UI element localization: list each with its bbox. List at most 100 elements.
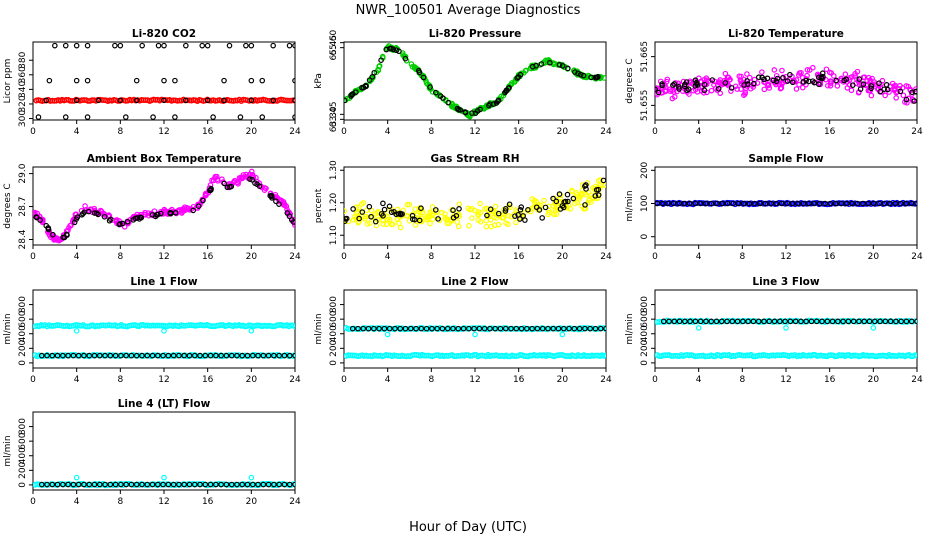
data-point <box>560 325 567 332</box>
data-point <box>38 352 45 359</box>
data-point <box>771 67 778 73</box>
x-tick-label: 4 <box>74 127 80 137</box>
data-point <box>477 218 484 225</box>
data-point <box>199 42 206 49</box>
data-point <box>112 42 118 49</box>
data-point <box>551 211 557 218</box>
chart-li820temp: Li-820 Temperature degrees C 0 4 8 12 16 20 24 51… <box>625 28 923 137</box>
data-point <box>477 200 483 207</box>
data-point <box>450 325 456 332</box>
data-point <box>248 328 255 334</box>
data-point <box>136 216 143 222</box>
data-point <box>693 80 700 87</box>
data-point <box>259 114 266 120</box>
data-point <box>912 88 917 95</box>
data-point <box>730 200 736 207</box>
data-point <box>541 197 547 204</box>
data-point <box>550 195 556 202</box>
data-point <box>881 200 888 207</box>
data-point <box>655 89 662 96</box>
data-point <box>413 325 419 332</box>
data-point <box>133 97 140 104</box>
x-tick-label: 20 <box>246 127 258 137</box>
data-point <box>112 481 119 488</box>
data-point <box>344 97 348 104</box>
x-tick-label: 12 <box>469 127 480 137</box>
y-tick-label: 200 <box>329 339 339 356</box>
data-point <box>155 352 161 359</box>
y-tick-label: 200 <box>640 161 650 178</box>
y-tick-label: 800 <box>18 296 28 313</box>
data-point <box>825 82 831 89</box>
data-point <box>835 318 841 325</box>
data-point <box>183 42 189 49</box>
data-point <box>54 481 61 488</box>
data-point <box>165 481 172 488</box>
data-point <box>843 200 850 207</box>
data-point <box>597 325 604 332</box>
data-point <box>271 352 277 359</box>
data-point <box>360 325 367 332</box>
data-point <box>367 220 373 226</box>
data-point <box>259 77 266 84</box>
data-point <box>91 210 98 216</box>
x-tick-label: 8 <box>117 497 123 507</box>
data-point <box>247 176 253 182</box>
data-point <box>761 318 767 325</box>
data-point <box>49 481 56 488</box>
data-point <box>433 89 439 96</box>
data-point <box>456 206 462 212</box>
data-point <box>116 218 122 224</box>
y-tick-label: 65.45 <box>329 35 339 61</box>
data-point <box>292 481 295 488</box>
data-point <box>706 78 713 84</box>
data-point <box>495 98 501 105</box>
data-point <box>800 84 806 91</box>
data-point <box>793 86 800 92</box>
x-tick-label: 12 <box>780 127 791 137</box>
data-point <box>695 325 702 331</box>
data-point <box>671 318 678 325</box>
data-point <box>399 211 405 217</box>
data-point <box>368 213 374 220</box>
x-tick-label: 24 <box>600 252 612 262</box>
data-point <box>344 208 348 214</box>
data-point <box>744 71 750 77</box>
data-point <box>427 84 433 90</box>
data-point <box>761 79 767 85</box>
x-tick-label: 24 <box>289 497 301 507</box>
data-point <box>52 42 58 49</box>
data-point <box>420 74 427 81</box>
data-point <box>487 206 494 213</box>
data-point <box>487 325 493 332</box>
data-point <box>376 325 382 332</box>
data-point <box>133 352 140 359</box>
data-point <box>292 323 295 330</box>
page-title: NWR_100501 Average Diagnostics <box>356 3 581 18</box>
data-point <box>195 203 202 209</box>
data-point <box>133 77 140 84</box>
data-point <box>146 212 152 219</box>
x-tick-label: 12 <box>158 127 169 137</box>
data-point <box>469 215 475 221</box>
data-point <box>852 73 858 79</box>
data-point <box>456 211 462 218</box>
data-point <box>768 200 774 207</box>
data-point <box>286 213 293 219</box>
data-point <box>892 200 899 207</box>
x-tick-label: 16 <box>202 375 214 385</box>
data-point <box>811 200 817 207</box>
data-point <box>197 481 203 488</box>
data-point <box>771 318 778 325</box>
series-mid <box>46 77 295 84</box>
data-point <box>243 42 249 49</box>
data-point <box>897 88 904 95</box>
y-axis-label: Licor ppm <box>3 59 13 104</box>
data-point <box>75 352 82 359</box>
panel-title: Li-820 CO2 <box>132 28 196 40</box>
data-point <box>665 200 671 207</box>
data-point <box>557 192 564 198</box>
data-point <box>833 77 839 84</box>
data-point <box>356 204 362 211</box>
data-point <box>361 215 368 222</box>
